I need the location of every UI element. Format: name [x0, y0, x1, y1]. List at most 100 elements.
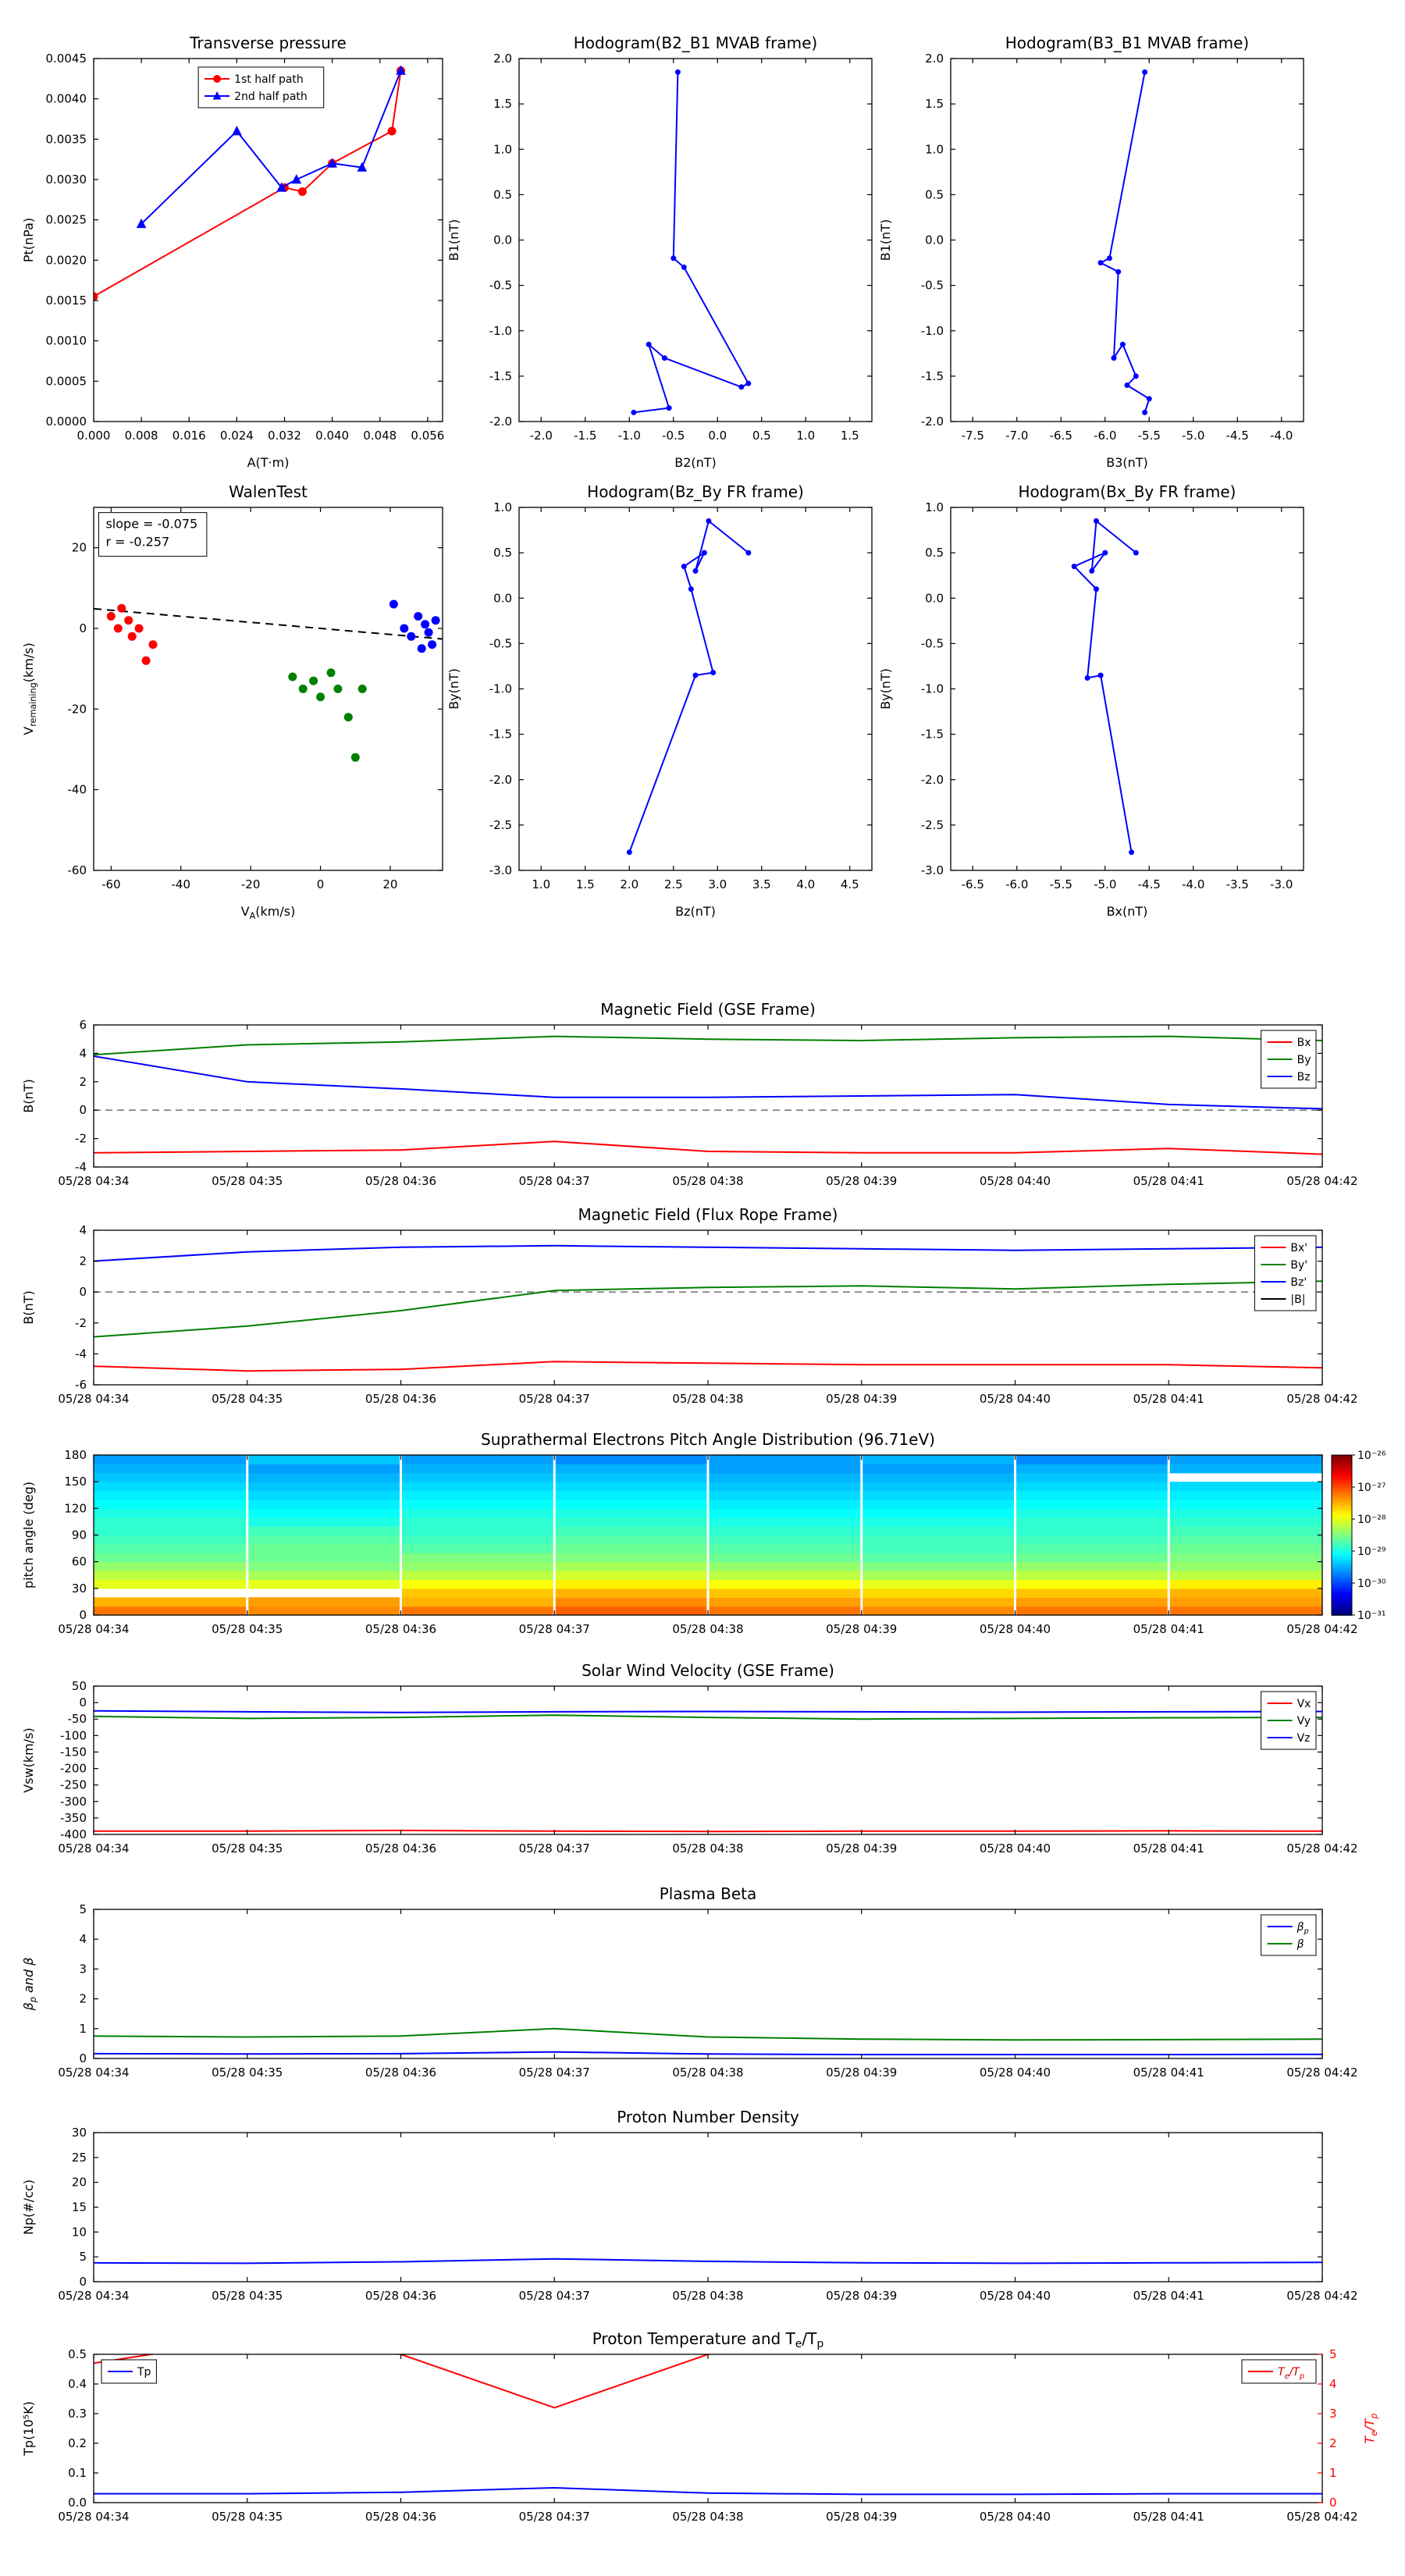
panel-np: 05/28 04:34 05/28 04:35 05/28 04:36 05/28 0…	[6, 2097, 1405, 2344]
plot-area	[94, 1909, 1322, 2058]
svg-text:Vy: Vy	[1297, 1715, 1311, 1727]
x-tick-label: 0.024	[220, 429, 254, 443]
x-tick-label: 0	[317, 877, 325, 891]
panel-hodogram-bxby: -6.5 -6.0 -5.5 -5.0 -4.5 -4.0 -3.5 -3.0 -3.0 -2.5…	[863, 472, 1386, 933]
panel-title: Proton Number Density	[617, 2108, 799, 2126]
y-tick-label: -0.5	[921, 279, 944, 293]
x-tick-label: 05/28 04:37	[519, 2510, 590, 2524]
x-tick-label: 4.5	[841, 877, 859, 891]
y-tick-label: 0	[79, 1103, 87, 1117]
plot-svg-pad: 05/28 04:34 05/28 04:35 05/28 04:36 05/28 0…	[21, 1430, 1386, 1636]
y-axis-label: Pt(nPa)	[21, 218, 36, 262]
y-tick-label: -6	[75, 1378, 87, 1392]
x-tick-label: -0.5	[662, 429, 685, 443]
svg-text:Vz: Vz	[1297, 1732, 1311, 1745]
y-tick-label: 0.0045	[46, 52, 87, 66]
x-tick-label: 05/28 04:36	[365, 1392, 436, 1406]
y-tick-label: 0.0020	[46, 253, 87, 267]
y-axis-label: Np(#/cc)	[21, 2179, 36, 2235]
y-tick-label: 0	[79, 1608, 87, 1622]
x-tick-label: 05/28 04:35	[212, 2510, 283, 2524]
x-tick-label: 05/28 04:40	[980, 2510, 1051, 2524]
y-tick-label: 0.0	[68, 2496, 87, 2510]
plot-svg-mf-gse: 05/28 04:34 05/28 04:35 05/28 04:36 05/28 0…	[21, 1000, 1358, 1188]
x-tick-label: 05/28 04:35	[212, 1622, 283, 1636]
y-tick-label: -2.0	[489, 773, 512, 787]
y-tick-label: -1.0	[489, 324, 512, 338]
plot-svg-transverse-pressure: 0.000 0.008 0.016 0.024 0.032 0.040 0.048 0.056…	[21, 34, 444, 470]
y-axis-label: B(nT)	[21, 1079, 36, 1112]
x-tick-label: 05/28 04:34	[58, 2065, 129, 2080]
x-axis-label: VA​(km/s)	[241, 904, 296, 921]
y-tick-label: -4	[75, 1160, 87, 1174]
y-tick-label: 0.0025	[46, 213, 87, 227]
plot-area	[519, 59, 872, 422]
x-tick-label: 05/28 04:40	[980, 1392, 1051, 1406]
series-second-half-points	[389, 600, 440, 653]
y-tick-label: 0.0	[925, 233, 944, 247]
right-y-axis-label: Te​/Tp​	[1362, 2414, 1379, 2444]
x-tick-label: 05/28 04:37	[519, 2289, 590, 2303]
x-tick-label: 0.032	[268, 429, 301, 443]
x-tick-label: 2.5	[664, 877, 683, 891]
panel-hodogram-bzby: 1.0 1.5 2.0 2.5 3.0 3.5 4.0 4.5 -3.0 -2.5 -2.0 -1.5…	[432, 472, 955, 933]
plot-area	[94, 1230, 1322, 1385]
y-axis-label: B1(nT)	[446, 219, 461, 262]
x-tick-label: -2.0	[530, 429, 553, 443]
y-tick-label: 0	[79, 2275, 87, 2289]
x-tick-label: -4.5	[1138, 877, 1161, 891]
x-tick-label: 05/28 04:41	[1133, 1622, 1204, 1636]
x-tick-label: -1.0	[618, 429, 641, 443]
series-Bz-prime	[94, 1244, 1322, 1262]
colorbar-tick-label: 10⁻²⁸	[1357, 1514, 1386, 1526]
legend: Tp	[101, 2359, 157, 2384]
series-B2-B1-path	[631, 69, 752, 415]
x-tick-label: 05/28 04:35	[212, 2065, 283, 2080]
y-tick-label: -2.0	[921, 773, 944, 787]
x-tick-label: -4.0	[1270, 429, 1293, 443]
x-tick-label: 3.5	[752, 877, 771, 891]
y-tick-label: -400	[60, 1827, 87, 1841]
svg-text:Bx': Bx'	[1290, 1242, 1307, 1254]
y-tick-label: -1.5	[489, 369, 512, 383]
x-tick-label: 20	[382, 877, 397, 891]
x-tick-label: 05/28 04:34	[58, 1174, 129, 1188]
panel-mf-fr: 05/28 04:34 05/28 04:35 05/28 04:36 05/28 0…	[6, 1195, 1405, 1447]
legend: Bx By Bz	[1261, 1030, 1317, 1089]
right-y-tick-label: 1	[1329, 2466, 1337, 2480]
x-tick-label: -6.0	[1005, 877, 1028, 891]
panel-walen-test: -60 -40 -20 0 20 -60 -40 -20 0 20 WalenTest VA​(km/…	[6, 472, 525, 933]
y-tick-label: 0.0015	[46, 294, 87, 308]
y-tick-label: 3	[79, 1962, 87, 1976]
x-tick-label: 05/28 04:40	[980, 1841, 1051, 1856]
plot-svg-hodogram-b2b1: -2.0 -1.5 -1.0 -0.5 0.0 0.5 1.0 1.5 -2.0 -1.5 -1.0…	[446, 34, 873, 470]
x-tick-label: 05/28 04:39	[826, 2065, 897, 2080]
x-tick-label: 05/28 04:36	[365, 2289, 436, 2303]
panel-title: Hodogram(Bz_By FR frame)	[587, 482, 804, 501]
y-tick-label: 15	[72, 2201, 87, 2215]
series-B3-B1-path	[1097, 69, 1152, 415]
x-tick-label: 0.5	[752, 429, 771, 443]
x-tick-label: -5.5	[1138, 429, 1161, 443]
svg-text:Tp: Tp	[137, 2366, 151, 2379]
y-tick-label: 2	[79, 1992, 87, 2006]
y-axis-label: By(nT)	[446, 668, 461, 710]
panel-tp: 05/28 04:34 05/28 04:35 05/28 04:36 05/28 0…	[6, 2319, 1405, 2565]
y-tick-label: 0.5	[493, 187, 512, 201]
y-tick-label: 1.0	[493, 500, 512, 514]
x-tick-label: 05/28 04:40	[980, 1622, 1051, 1636]
panel-mf-gse: 05/28 04:34 05/28 04:35 05/28 04:36 05/28 0…	[6, 990, 1405, 1229]
y-tick-label: -2	[75, 1316, 87, 1330]
y-tick-label: 50	[72, 1679, 87, 1693]
x-tick-label: 05/28 04:34	[58, 2510, 129, 2524]
y-tick-label: 1	[79, 2022, 87, 2036]
x-tick-label: 05/28 04:39	[826, 1841, 897, 1856]
y-tick-label: 60	[72, 1555, 87, 1569]
x-tick-label: 2.0	[620, 877, 638, 891]
y-tick-label: 2.0	[925, 52, 944, 66]
y-tick-label: 180	[64, 1448, 87, 1462]
x-tick-label: -5.0	[1182, 429, 1204, 443]
y-tick-label: 0	[79, 1695, 87, 1710]
x-tick-label: 4.0	[796, 877, 815, 891]
